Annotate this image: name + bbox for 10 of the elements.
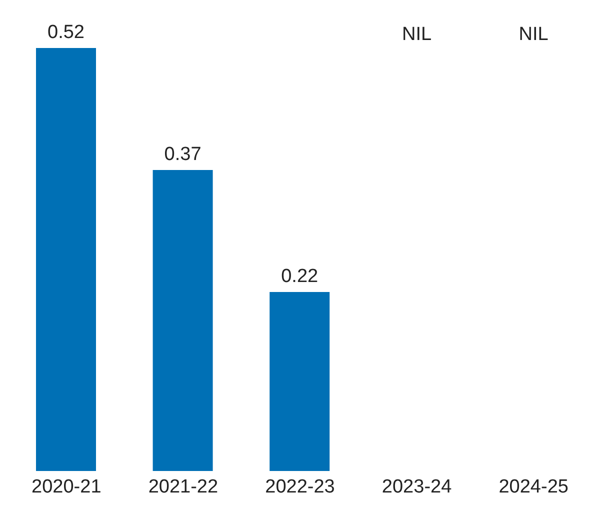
x-tick-label: 2023-24 xyxy=(382,476,452,498)
x-tick-label: 2022-23 xyxy=(265,476,335,498)
x-tick-label: 2020-21 xyxy=(32,476,102,498)
x-tick-label: 2024-25 xyxy=(498,476,568,498)
data-label: 0.22 xyxy=(281,266,318,288)
x-tick-label: 2021-22 xyxy=(148,476,218,498)
text: NIL xyxy=(518,24,548,45)
text: NIL xyxy=(402,24,432,45)
data-label: 0.37 xyxy=(164,144,202,166)
data-label: 0.52 xyxy=(48,22,84,43)
